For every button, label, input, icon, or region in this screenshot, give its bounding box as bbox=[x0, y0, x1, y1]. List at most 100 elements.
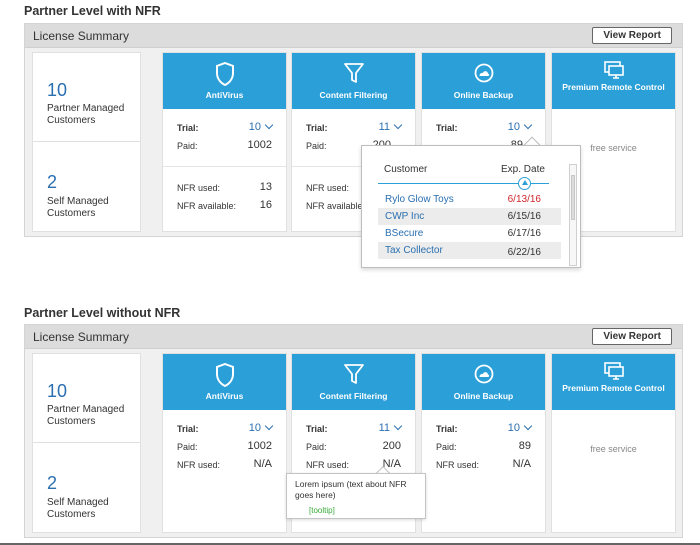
partner-managed-count: 10 bbox=[47, 80, 68, 100]
customer-row[interactable]: CWP Inc 6/15/16 bbox=[378, 208, 561, 225]
self-managed-label: Self Managed Customers bbox=[47, 497, 109, 520]
trial-label: Trial: bbox=[177, 424, 199, 434]
self-managed-summary[interactable]: 2 Self Managed Customers bbox=[33, 443, 140, 532]
expiration-date: 6/15/16 bbox=[507, 211, 541, 222]
partner-managed-count: 10 bbox=[47, 381, 68, 401]
paid-label: Paid: bbox=[306, 442, 327, 452]
nfr-used-label: NFR used: bbox=[436, 460, 480, 470]
trial-dropdown[interactable]: 11 bbox=[379, 120, 403, 133]
shield-icon bbox=[215, 363, 234, 387]
bottom-divider bbox=[0, 543, 700, 545]
chevron-down-icon bbox=[523, 120, 533, 130]
customer-name-link[interactable]: Tax Collector bbox=[385, 245, 443, 256]
service-card-premium-remote-control: Premium Remote Control free service bbox=[551, 353, 676, 533]
monitor-icon bbox=[603, 61, 624, 79]
filter-icon bbox=[343, 364, 364, 384]
free-service-label: free service bbox=[590, 143, 637, 153]
customer-name-link[interactable]: Rylo Glow Toys bbox=[385, 194, 454, 205]
expiration-date: 6/17/16 bbox=[507, 228, 541, 239]
trial-value: 10 bbox=[248, 121, 261, 133]
self-managed-summary[interactable]: 2 Self Managed Customers bbox=[33, 142, 140, 231]
popup-scrollbar[interactable] bbox=[569, 164, 577, 266]
cloud-backup-icon bbox=[474, 63, 493, 83]
trial-value: 10 bbox=[507, 121, 520, 133]
trial-dropdown[interactable]: 10 bbox=[507, 120, 533, 133]
paid-label: Paid: bbox=[177, 442, 198, 452]
nfr-used-label: NFR used: bbox=[177, 460, 221, 470]
license-summary-panel-with-nfr: License Summary View Report 10 Partner M… bbox=[24, 23, 683, 237]
tooltip-text: Lorem ipsum (text about NFR goes here) bbox=[295, 479, 407, 500]
paid-value: 1002 bbox=[247, 440, 272, 452]
trial-value: 10 bbox=[507, 422, 520, 434]
partner-managed-summary[interactable]: 10 Partner Managed Customers bbox=[33, 53, 140, 142]
nfr-used-value: N/A bbox=[512, 458, 531, 470]
nfr-used-label: NFR used: bbox=[306, 460, 350, 470]
filter-icon bbox=[343, 63, 364, 83]
trial-dropdown[interactable]: 10 bbox=[507, 421, 533, 434]
paid-label: Paid: bbox=[177, 141, 198, 151]
service-name: Content Filtering bbox=[319, 90, 388, 100]
trial-label: Trial: bbox=[306, 123, 328, 133]
partner-managed-summary[interactable]: 10 Partner Managed Customers bbox=[33, 354, 140, 443]
customer-name-link[interactable]: BSecure bbox=[385, 228, 424, 239]
trial-label: Trial: bbox=[436, 123, 458, 133]
monitor-icon bbox=[603, 362, 624, 380]
service-name: Content Filtering bbox=[319, 391, 388, 401]
cloud-backup-icon bbox=[474, 364, 493, 384]
scrollbar-thumb[interactable] bbox=[571, 175, 575, 220]
sort-ascending-icon[interactable] bbox=[518, 177, 531, 190]
paid-value: 200 bbox=[382, 440, 401, 452]
customer-row[interactable]: Tax Collector 6/22/16 bbox=[378, 242, 561, 259]
paid-label: Paid: bbox=[436, 442, 457, 452]
view-report-button[interactable]: View Report bbox=[592, 328, 672, 345]
nfr-available-label: NFR available: bbox=[177, 201, 237, 211]
self-managed-count: 2 bbox=[47, 172, 58, 192]
trial-label: Trial: bbox=[306, 424, 328, 434]
service-name: AntiVirus bbox=[205, 90, 244, 100]
chevron-down-icon bbox=[393, 120, 403, 130]
free-service-label: free service bbox=[590, 444, 637, 454]
panel-title: License Summary bbox=[33, 29, 130, 43]
paid-label: Paid: bbox=[306, 141, 327, 151]
trial-expiration-popup: Customer Exp. Date Rylo Glow Toys 6/13/1… bbox=[361, 145, 581, 268]
section-title-with-nfr: Partner Level with NFR bbox=[24, 4, 161, 18]
paid-value: 1002 bbox=[247, 139, 272, 151]
trial-value: 10 bbox=[248, 422, 261, 434]
nfr-used-value[interactable]: N/A bbox=[382, 458, 401, 470]
service-header: Online Backup bbox=[422, 354, 545, 410]
panel-header: License Summary View Report bbox=[25, 325, 682, 349]
service-header: AntiVirus bbox=[163, 354, 286, 410]
service-header: Premium Remote Control bbox=[552, 53, 675, 109]
self-managed-count: 2 bbox=[47, 473, 58, 493]
view-report-button[interactable]: View Report bbox=[592, 27, 672, 44]
customer-column-header: Customer bbox=[384, 164, 428, 175]
trial-dropdown[interactable]: 10 bbox=[248, 120, 274, 133]
customer-row[interactable]: BSecure 6/17/16 bbox=[378, 225, 561, 242]
expiration-date: 6/22/16 bbox=[507, 247, 541, 258]
partner-managed-label: Partner Managed Customers bbox=[47, 404, 125, 427]
service-name: Online Backup bbox=[453, 90, 514, 100]
chevron-down-icon bbox=[264, 120, 274, 130]
nfr-used-label: NFR used: bbox=[306, 183, 350, 193]
sort-divider bbox=[378, 183, 549, 184]
panel-header: License Summary View Report bbox=[25, 24, 682, 48]
shield-icon bbox=[215, 62, 234, 86]
customer-name-link[interactable]: CWP Inc bbox=[385, 211, 425, 222]
customer-row[interactable]: Rylo Glow Toys 6/13/16 bbox=[378, 191, 561, 208]
service-card-antivirus: AntiVirus Trial: 10 Paid: 1002 NFR used:… bbox=[162, 353, 287, 533]
service-header: Online Backup bbox=[422, 53, 545, 109]
service-header: Content Filtering bbox=[292, 354, 415, 410]
trial-dropdown[interactable]: 10 bbox=[248, 421, 274, 434]
nfr-used-label: NFR used: bbox=[177, 183, 221, 193]
trial-dropdown[interactable]: 11 bbox=[378, 421, 403, 434]
nfr-available-label: NFR available bbox=[306, 201, 363, 211]
paid-value: 89 bbox=[518, 440, 531, 452]
service-name: AntiVirus bbox=[205, 391, 244, 401]
nfr-available-value: 16 bbox=[259, 199, 272, 211]
partner-managed-label: Partner Managed Customers bbox=[47, 103, 125, 126]
trial-value: 11 bbox=[378, 422, 390, 434]
chevron-down-icon bbox=[393, 421, 403, 431]
section-title-without-nfr: Partner Level without NFR bbox=[24, 306, 181, 320]
chevron-down-icon bbox=[264, 421, 274, 431]
exp-date-column-header: Exp. Date bbox=[501, 164, 545, 175]
